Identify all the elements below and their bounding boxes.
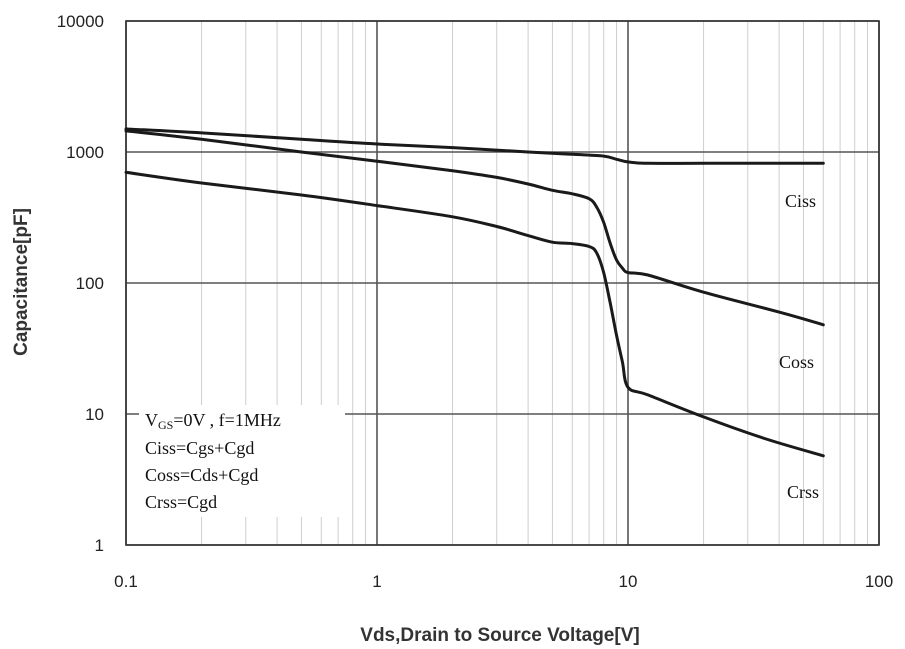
series-label-ciss: Ciss	[785, 191, 816, 211]
y-tick-label: 10	[85, 405, 104, 424]
x-tick-label: 1	[372, 572, 381, 591]
y-tick-label: 100	[76, 274, 104, 293]
series-label-crss: Crss	[787, 482, 819, 502]
ciss-definition: Ciss=Cgs+Cgd	[145, 438, 254, 458]
series-lines	[124, 127, 825, 458]
condition-rest: =0V , f=1MHz	[173, 410, 280, 430]
grid-major	[125, 20, 880, 546]
condition-subscript: GS	[158, 418, 173, 432]
condition-v: V	[145, 410, 158, 430]
series-line-ciss	[124, 127, 825, 165]
y-tick-label: 1000	[66, 143, 104, 162]
note-background	[139, 405, 345, 517]
x-tick-label: 10	[619, 572, 638, 591]
series-label-coss: Coss	[779, 352, 814, 372]
x-axis-title: Vds,Drain to Source Voltage[V]	[360, 625, 639, 646]
conditions-note: VGS=0V , f=1MHz Ciss=Cgs+Cgd Coss=Cds+Cg…	[139, 405, 345, 517]
condition-line: VGS=0V , f=1MHz	[145, 410, 281, 432]
y-tick-label: 1	[95, 536, 104, 555]
coss-definition: Coss=Cds+Cgd	[145, 465, 258, 485]
tick-labels: 0.1 1 10 100 1 10 100 1000 10000	[57, 12, 893, 591]
series-line-crss	[124, 170, 825, 458]
plot-frame	[125, 20, 880, 546]
x-tick-label: 100	[865, 572, 893, 591]
series-line-coss	[124, 129, 825, 327]
x-tick-label: 0.1	[114, 572, 138, 591]
y-axis-title: Capacitance[pF]	[11, 208, 32, 356]
crss-definition: Crss=Cgd	[145, 492, 217, 512]
y-tick-label: 10000	[57, 12, 104, 31]
